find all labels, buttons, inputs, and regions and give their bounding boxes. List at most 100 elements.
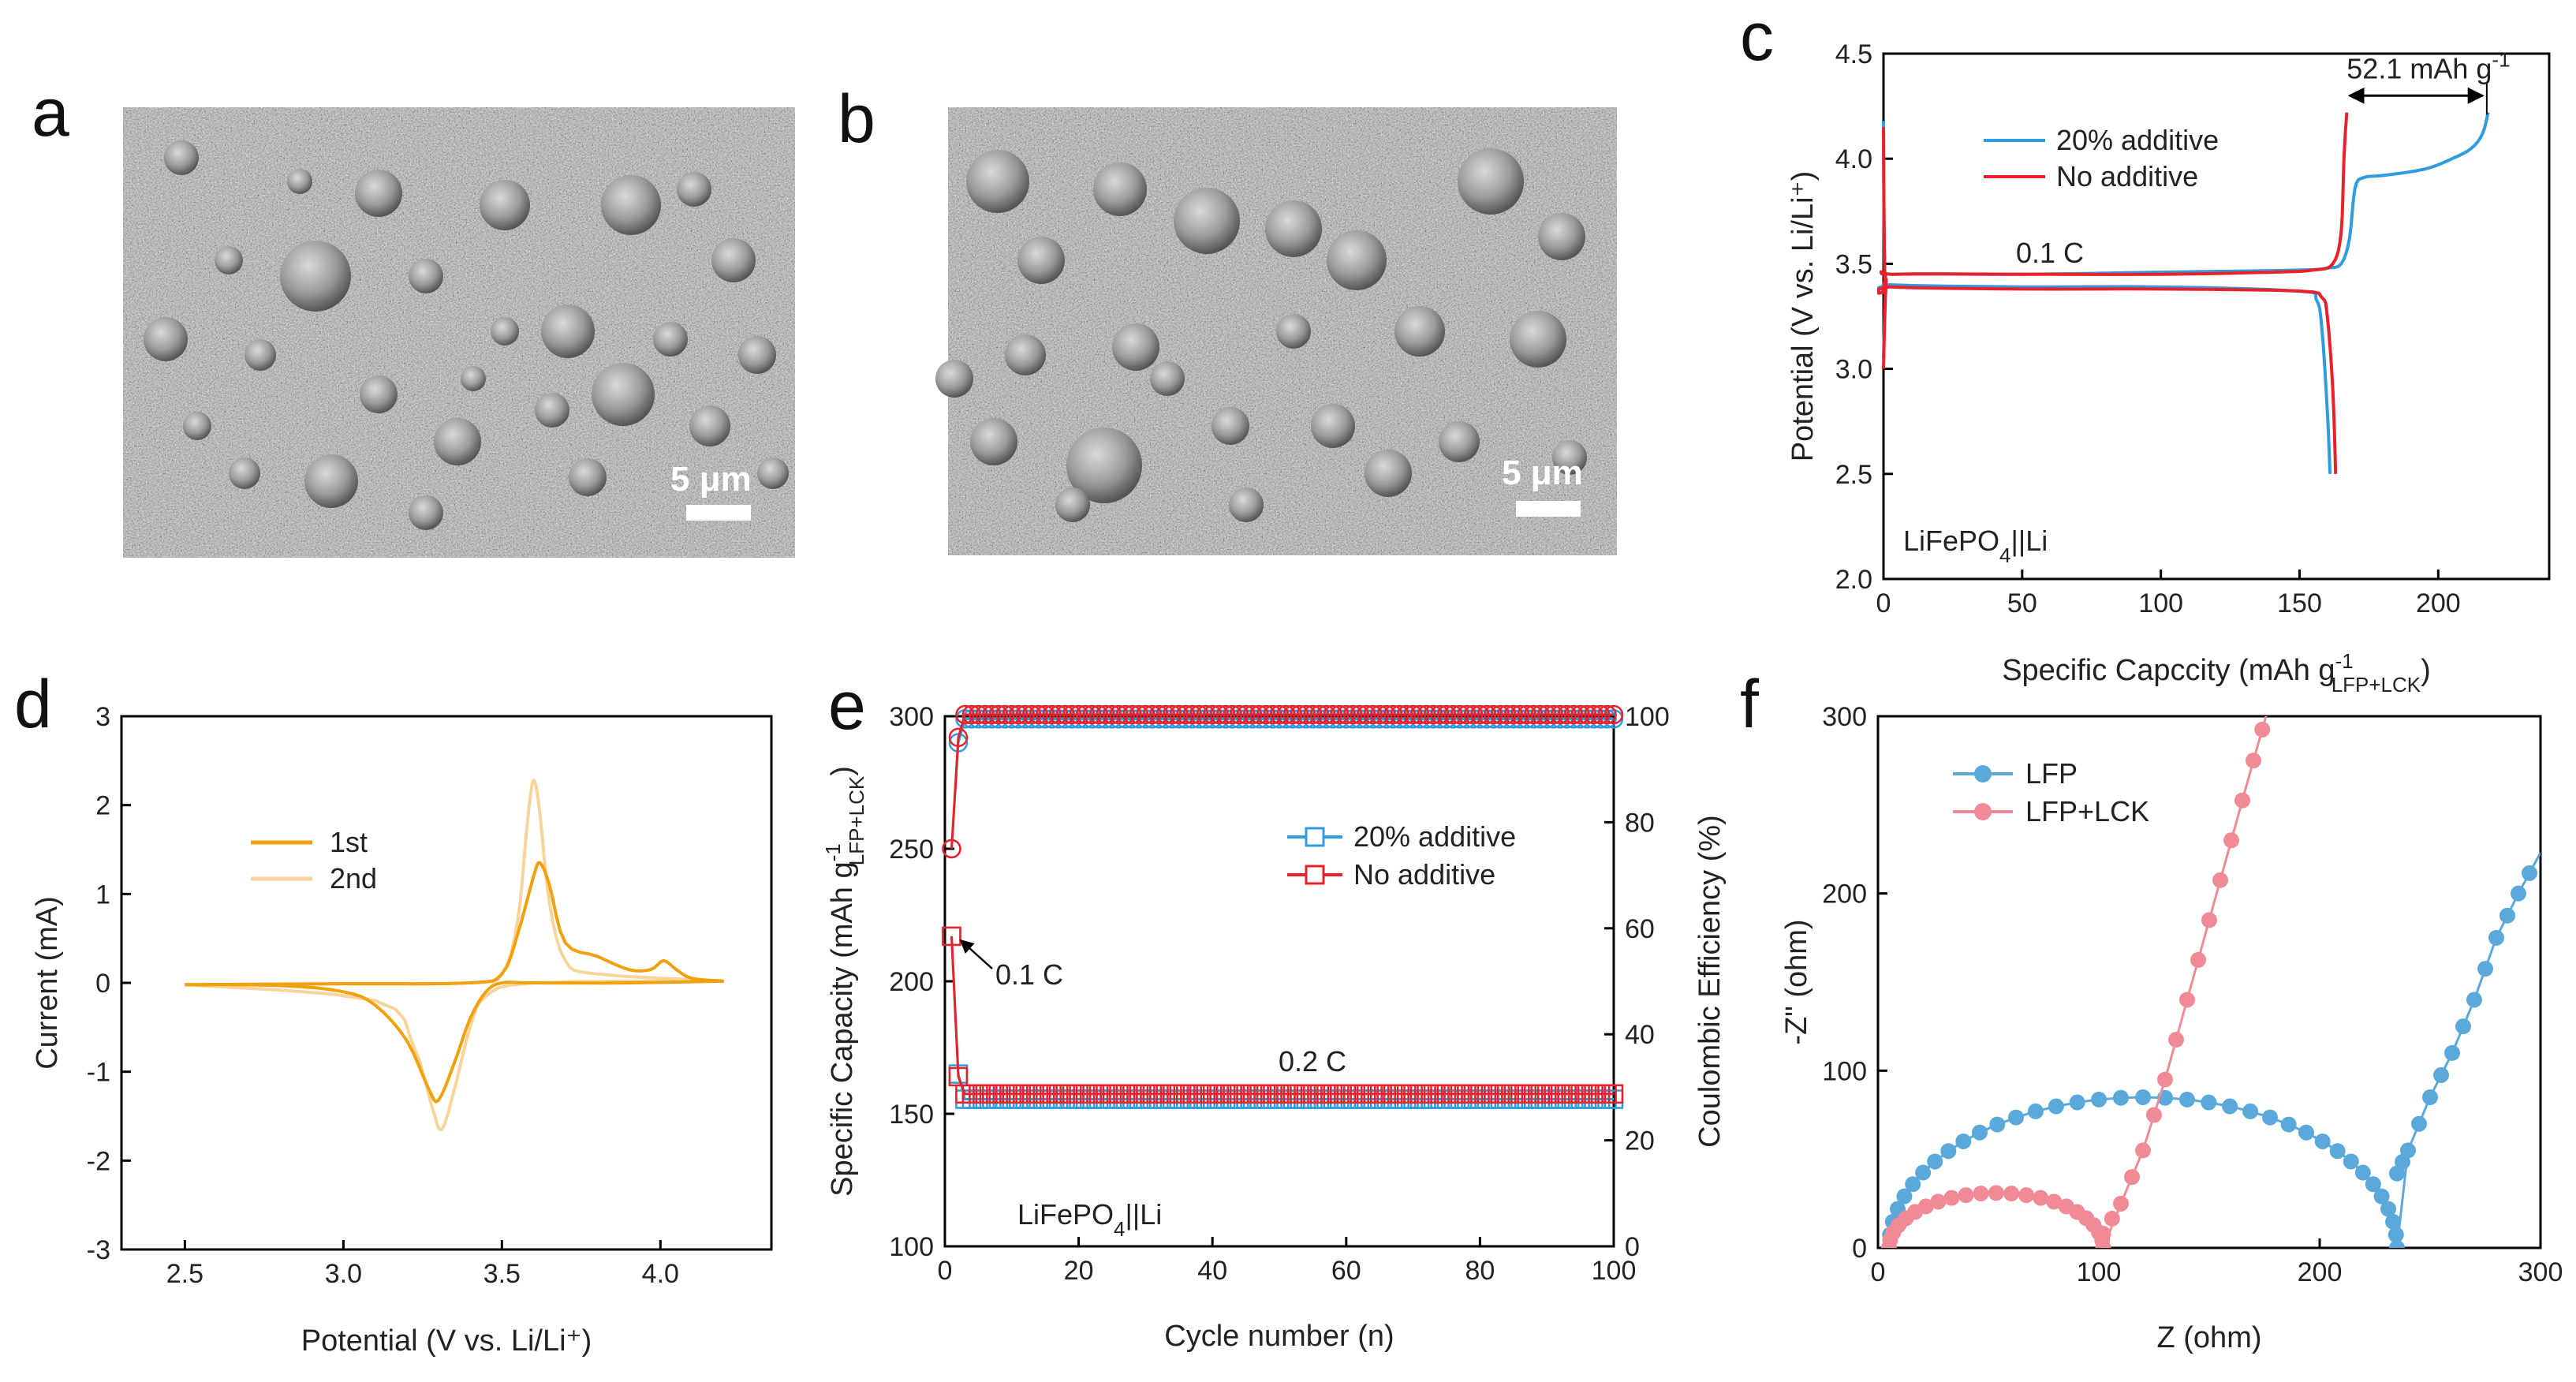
e-series-1-ce-point	[1443, 704, 1463, 725]
sem-particle	[280, 241, 351, 312]
e-series-1-ce-point	[1182, 704, 1203, 725]
f-legend-label-0: LFP	[2025, 757, 2078, 790]
d-x-tick-label: 3.0	[325, 1259, 362, 1289]
f-series-0-point	[2389, 1240, 2405, 1248]
f-y-tick-label: 200	[1822, 880, 1867, 910]
f-series-1-line	[1887, 716, 2268, 1248]
e-series-1-ce-point	[1383, 704, 1403, 725]
e-y-tick-label: 300	[889, 702, 934, 732]
d-y-tick-label: 0	[95, 969, 110, 999]
f-series-0-point	[1989, 1116, 2006, 1133]
e-series-1-ce-point	[1282, 704, 1303, 725]
chart-f: f 0 100 200 300 0 100 200 300 LFP LFP+LCK Z (ohm) -Z…	[1740, 667, 2563, 1354]
sem-particle	[1211, 407, 1249, 445]
f-y-tick-label: 100	[1822, 1056, 1867, 1086]
d-xlabel: Potential (V vs. Li/Li⁺)	[301, 1324, 592, 1358]
sem-particle	[164, 140, 199, 175]
plot-frame	[1876, 715, 2542, 1249]
e-series-1-ce-point	[1536, 704, 1557, 725]
sem-particle	[1265, 200, 1322, 257]
f-series-1-point	[2095, 1240, 2111, 1248]
c-legend-label-0: 20% additive	[2056, 124, 2219, 156]
e-series-1-ce-point	[1021, 704, 1042, 725]
e-series-1-ce-point	[1055, 704, 1075, 725]
sem-particle	[711, 238, 756, 282]
f-series-1-point	[2146, 1107, 2162, 1123]
f-series-0-point	[2488, 929, 2504, 946]
sem-particle	[360, 375, 398, 413]
sem-particle	[287, 169, 312, 194]
e-series-1-ce-point	[1417, 704, 1436, 725]
e-series-1-ce-point	[948, 727, 969, 748]
f-series-0-point	[2343, 1153, 2359, 1170]
e-series-1-ce-point	[1363, 704, 1383, 725]
f-series-0	[1881, 852, 2541, 1248]
e-series-1-ce-point	[1236, 704, 1256, 725]
f-series-0-point	[2178, 1091, 2195, 1107]
e-series-1-ce-point	[1042, 704, 1062, 725]
e-series-1-ce-point	[1002, 704, 1022, 725]
sem-particle	[966, 150, 1029, 213]
e-cell-label-part-0: LiFePO	[1017, 1198, 1114, 1231]
f-series-0-point	[2262, 1109, 2278, 1126]
sem-particle	[1093, 162, 1147, 216]
e-series-1-ce-point	[1223, 704, 1242, 725]
e-series-1-ce-point	[1102, 704, 1122, 725]
e-series-1-ce-point	[1035, 704, 1055, 725]
e-series-1-ce-point	[1523, 704, 1544, 725]
e-y2-tick-label: 0	[1625, 1232, 1640, 1262]
e-x-tick-label: 40	[1197, 1256, 1227, 1286]
sem-particle	[653, 322, 688, 357]
e-series-1-ce-point	[1544, 704, 1563, 725]
e-series-1-ce-point	[1503, 704, 1524, 725]
f-legend-marker-1	[1974, 803, 1992, 820]
e-series-1-ce-line	[950, 713, 1614, 850]
e-series-1-ce-point	[1015, 704, 1036, 725]
scale-label-b: 5 μm	[1502, 454, 1583, 492]
e-x-tick-label: 80	[1465, 1256, 1495, 1286]
e-y-tick-label: 250	[889, 835, 934, 865]
f-series-0-point	[2444, 1044, 2460, 1061]
sem-image-b: 5 μm	[935, 107, 1617, 555]
e-y2-tick-label: 80	[1625, 808, 1655, 838]
sem-particle	[1150, 361, 1185, 396]
sem-particle	[1327, 230, 1387, 290]
f-series-0-point	[1940, 1143, 1957, 1160]
panel-letter-c: c	[1740, 0, 1774, 75]
f-series-1-point	[2190, 951, 2206, 968]
e-series-0-ce-line	[950, 717, 1614, 850]
panel-letter-b: b	[838, 81, 875, 157]
d-x-tick-label: 3.5	[483, 1259, 521, 1289]
e-x-tick-label: 60	[1331, 1256, 1361, 1286]
sem-particle	[144, 317, 188, 361]
e-y-tick-label: 150	[889, 1100, 934, 1130]
sem-particle	[1365, 450, 1412, 497]
c-ylabel: Potential (V vs. Li/Li⁺)	[1786, 171, 1820, 462]
sem-particle	[935, 360, 973, 398]
scale-bar-b	[1516, 501, 1581, 517]
sem-particle	[1552, 440, 1587, 475]
f-series-0-point	[2027, 1103, 2044, 1119]
sem-particle	[592, 363, 655, 426]
c-x-tick-label: 150	[2277, 588, 2322, 618]
sem-particle	[491, 317, 519, 346]
e-series-1-ce-point	[1296, 704, 1316, 725]
e-series-0-capacity-line	[950, 936, 1614, 1100]
f-series-0-point	[2422, 1089, 2438, 1106]
e-series-1-ce-point	[1490, 704, 1510, 725]
e-rate1-arrow	[959, 939, 993, 969]
sem-particle	[304, 454, 358, 508]
e-series-1-ce-point	[1229, 704, 1249, 725]
f-series-1-point	[1943, 1190, 1960, 1206]
f-series-0-point	[2314, 1133, 2331, 1149]
e-series-1-ce-point	[1409, 704, 1430, 725]
f-xlabel: Z (ohm)	[2157, 1321, 2262, 1354]
e-series-1-ce-point	[955, 704, 975, 725]
f-x-tick-label: 100	[2077, 1257, 2122, 1287]
f-series-0-point	[2400, 1142, 2416, 1159]
e-series-1-ce-point	[1290, 704, 1309, 725]
d-y-tick-label: -2	[87, 1146, 110, 1176]
e-series-1-ce-point	[1115, 704, 1136, 725]
scale-bar-a	[686, 505, 751, 521]
e-series-1-ce-point	[1450, 704, 1470, 725]
